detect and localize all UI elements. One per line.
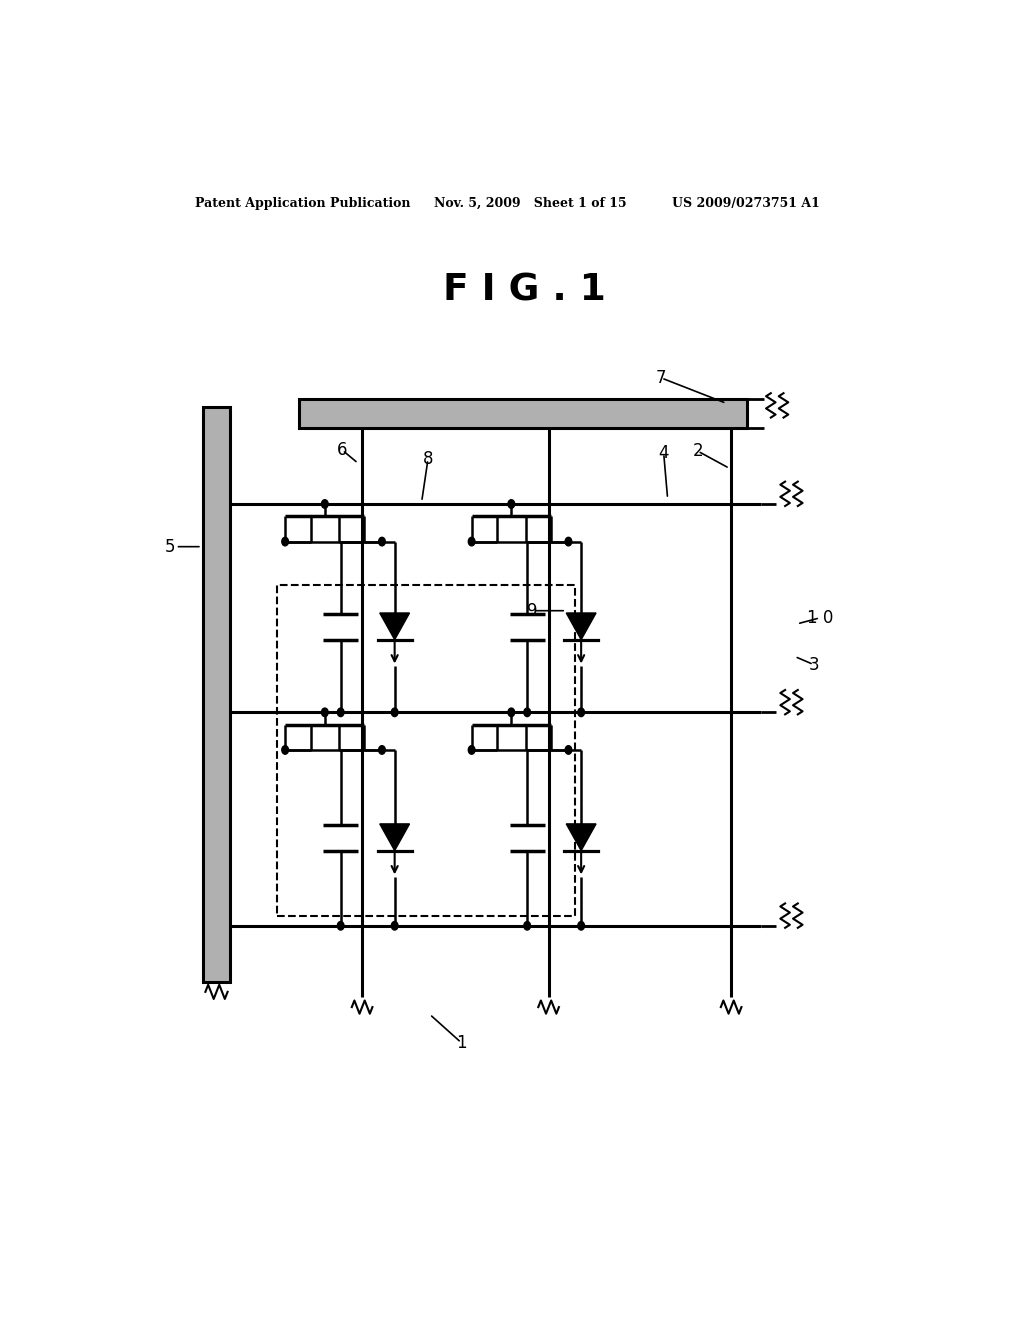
- Circle shape: [565, 537, 571, 546]
- Circle shape: [337, 708, 344, 717]
- Circle shape: [379, 537, 385, 546]
- Polygon shape: [566, 612, 596, 640]
- Polygon shape: [566, 824, 596, 850]
- Circle shape: [282, 746, 289, 754]
- Circle shape: [578, 708, 585, 717]
- Text: US 2009/0273751 A1: US 2009/0273751 A1: [672, 197, 819, 210]
- Text: 7: 7: [656, 370, 667, 387]
- Circle shape: [508, 708, 515, 717]
- Circle shape: [337, 921, 344, 931]
- Text: 6: 6: [337, 441, 347, 459]
- Text: 2: 2: [692, 442, 703, 461]
- Text: 5: 5: [165, 537, 176, 556]
- Circle shape: [282, 537, 289, 546]
- Circle shape: [524, 708, 530, 717]
- Circle shape: [322, 708, 328, 717]
- Circle shape: [468, 537, 475, 546]
- Text: Patent Application Publication: Patent Application Publication: [196, 197, 411, 210]
- Circle shape: [379, 746, 385, 754]
- Text: 4: 4: [658, 444, 669, 462]
- Text: 9: 9: [527, 602, 538, 619]
- Circle shape: [565, 746, 571, 754]
- Bar: [299, 399, 748, 428]
- Text: Nov. 5, 2009   Sheet 1 of 15: Nov. 5, 2009 Sheet 1 of 15: [433, 197, 626, 210]
- Circle shape: [391, 708, 398, 717]
- Text: 1 0: 1 0: [807, 609, 834, 627]
- Circle shape: [524, 921, 530, 931]
- Text: F I G . 1: F I G . 1: [443, 272, 606, 309]
- Bar: [204, 408, 229, 982]
- Circle shape: [578, 921, 585, 931]
- Circle shape: [468, 746, 475, 754]
- Circle shape: [508, 500, 515, 508]
- Bar: [278, 585, 574, 916]
- Text: 3: 3: [808, 656, 819, 673]
- Text: 1: 1: [456, 1034, 467, 1052]
- Text: 8: 8: [423, 450, 433, 469]
- Circle shape: [391, 921, 398, 931]
- Circle shape: [322, 500, 328, 508]
- Polygon shape: [380, 612, 410, 640]
- Polygon shape: [380, 824, 410, 850]
